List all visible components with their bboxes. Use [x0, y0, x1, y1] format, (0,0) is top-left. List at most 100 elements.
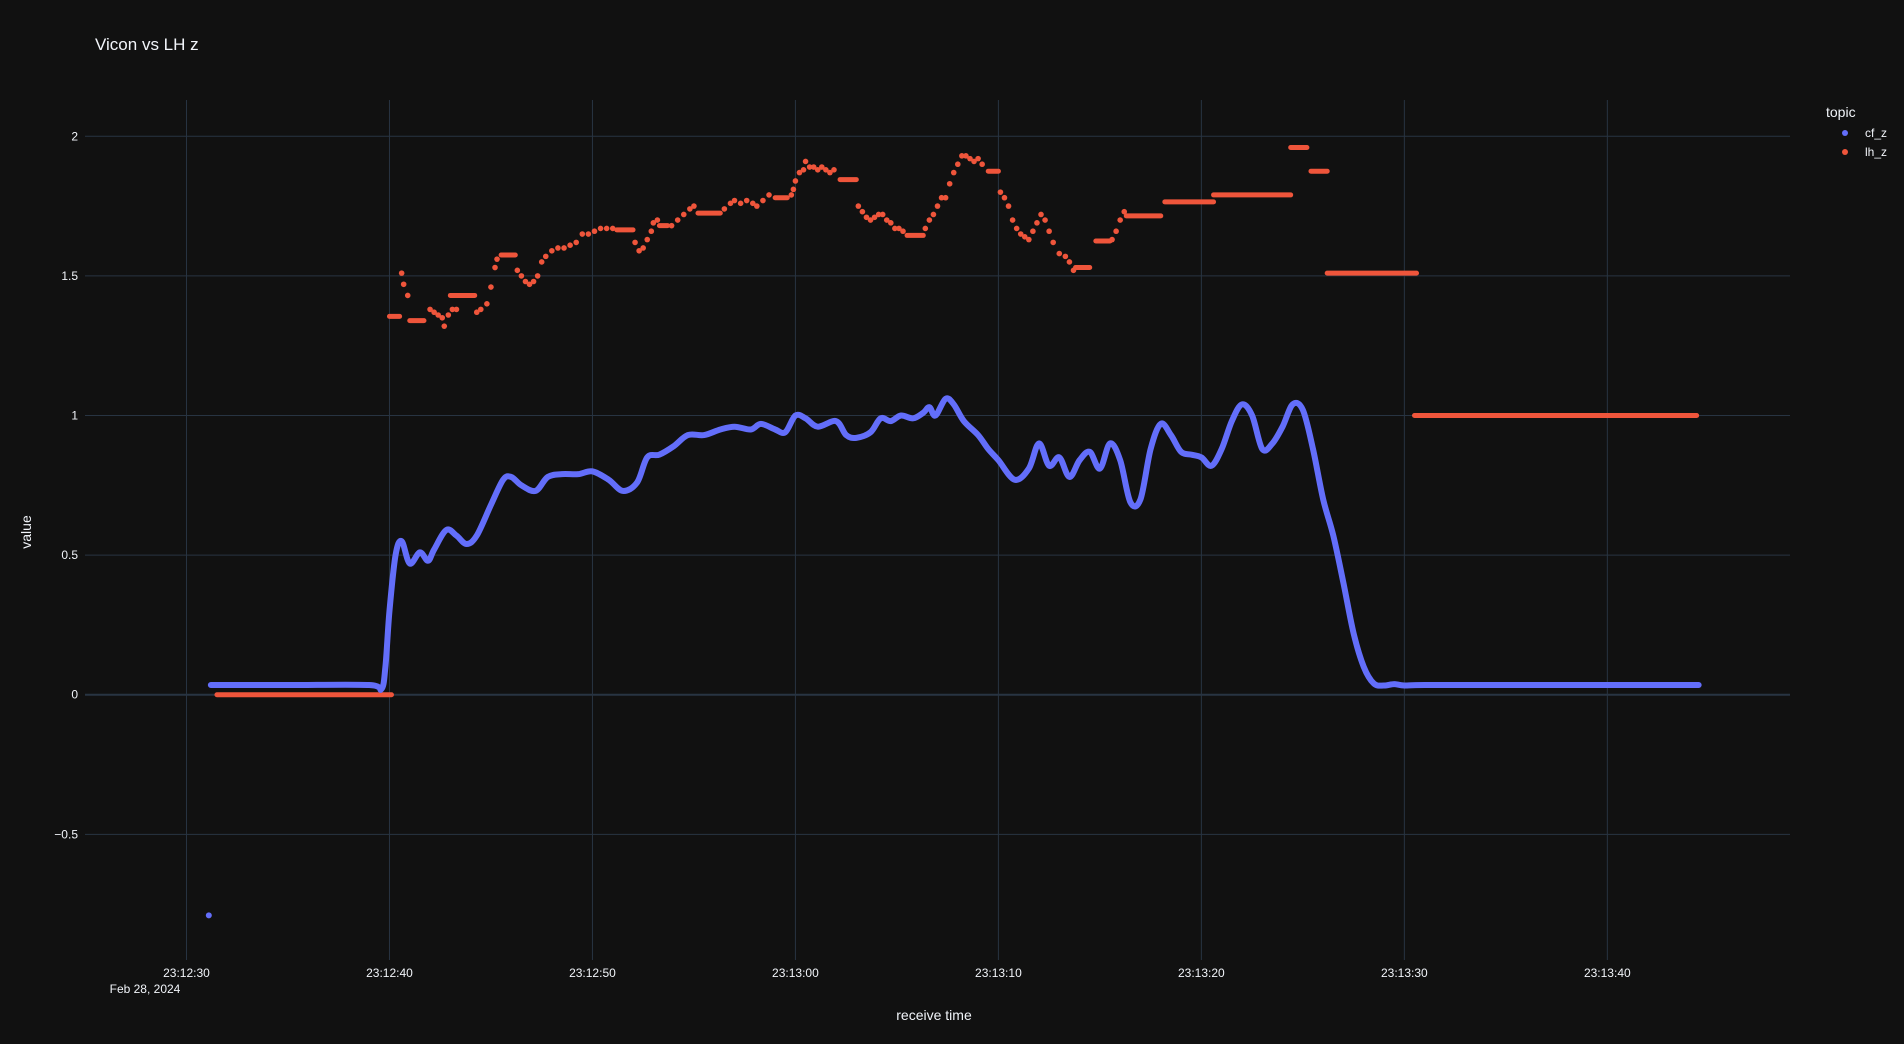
y-tick-label: 1.5	[61, 269, 78, 283]
lh-z-point	[585, 231, 592, 237]
lh-z-point	[863, 214, 870, 221]
lh-z-point	[938, 194, 945, 201]
lh-z-point	[979, 161, 985, 168]
lh-z-point	[721, 206, 728, 212]
lh-z-point	[727, 200, 734, 207]
lh-z-point	[648, 228, 655, 235]
lh-z-point	[534, 273, 541, 279]
lh-z-point	[404, 292, 411, 299]
lh-z-point	[597, 225, 604, 232]
lh-z-point	[1005, 203, 1012, 209]
lh-z-point	[792, 178, 799, 184]
legend-label-cf-z: cf_z	[1865, 126, 1887, 140]
lh-z-point	[691, 203, 697, 209]
x-axis-title: receive time	[896, 1007, 972, 1023]
lh-z-point	[1109, 236, 1115, 243]
x-axis-date-label: Feb 28, 2024	[110, 982, 181, 996]
lh-z-point	[959, 153, 965, 159]
lh-z-point	[398, 270, 405, 276]
lh-z-point	[827, 169, 833, 176]
lh-z-point	[879, 211, 886, 218]
lh-z-point	[591, 228, 598, 235]
lh-z-point	[749, 200, 756, 207]
lh-z-point	[567, 242, 573, 248]
lh-z-point	[494, 256, 500, 262]
lh-z-point	[636, 247, 642, 254]
lh-z-point	[800, 167, 807, 173]
x-tick-label: 23:12:30	[163, 966, 210, 980]
legend-marker-cf-z	[1842, 130, 1848, 136]
lh-z-point	[855, 203, 862, 209]
lh-z-point	[644, 236, 651, 243]
lh-z-point	[555, 245, 561, 251]
lh-z-point	[549, 247, 555, 254]
lh-z-point	[1066, 259, 1073, 265]
lh-z-point	[810, 164, 817, 170]
lh-z-point	[888, 220, 894, 226]
lh-z-point	[1113, 228, 1119, 235]
lh-z-point	[946, 180, 953, 187]
lh-z-point	[975, 155, 981, 162]
lh-z-point	[963, 153, 969, 159]
cf-z-trace	[207, 395, 1702, 693]
lh-z-point	[530, 278, 537, 285]
lh-z-point	[1001, 194, 1008, 201]
lh-z-point	[668, 222, 675, 229]
lh-z-point	[1056, 250, 1063, 257]
lh-z-point	[788, 192, 795, 198]
lh-z-point	[431, 309, 437, 316]
lh-z-point	[473, 309, 480, 316]
series-lh-z	[214, 144, 1700, 698]
lh-z-point	[1017, 231, 1024, 237]
y-tick-label: −0.5	[54, 827, 78, 841]
lh-z-point	[1046, 228, 1052, 235]
lh-z-point	[478, 306, 484, 313]
lh-z-point	[1009, 217, 1016, 223]
lh-z-point	[926, 217, 933, 223]
lh-z-point	[435, 312, 441, 318]
lh-z-point	[449, 306, 456, 313]
lh-z-point	[654, 217, 661, 223]
lh-z-point	[942, 194, 949, 201]
lh-z-point	[1030, 228, 1036, 235]
x-tick-label: 23:12:50	[569, 966, 616, 980]
lh-z-point	[819, 164, 825, 170]
lh-z-point	[1121, 208, 1128, 215]
lh-z-point	[871, 214, 878, 221]
lh-z-point	[488, 284, 494, 290]
y-tick-label: 1	[71, 409, 78, 423]
x-tick-label: 23:13:10	[975, 966, 1022, 980]
lh-z-point	[603, 225, 610, 232]
y-tick-label: 2	[71, 129, 78, 143]
lh-z-point	[439, 314, 446, 321]
lh-z-point	[680, 211, 687, 218]
lh-z-point	[859, 208, 866, 215]
lh-z-point	[823, 167, 829, 173]
lh-z-point	[1070, 267, 1077, 274]
lh-z-point	[760, 197, 766, 204]
lh-z-point	[814, 167, 821, 173]
legend-item-lh-z[interactable]: lh_z	[1842, 145, 1887, 159]
lh-z-point	[1117, 217, 1123, 223]
lh-z-point	[831, 167, 837, 173]
x-tick-label: 23:13:20	[1178, 966, 1225, 980]
lh-z-point	[441, 323, 448, 329]
lh-z-point	[542, 253, 549, 260]
lh-z-point	[754, 203, 760, 209]
lh-z-point	[802, 158, 809, 165]
cf-z-point	[205, 912, 212, 919]
lh-z-point	[875, 211, 882, 218]
lh-z-point	[1062, 253, 1069, 260]
lh-z-point	[632, 239, 638, 246]
plot-area	[85, 100, 1790, 960]
lh-z-point	[896, 225, 902, 232]
legend-item-cf-z[interactable]: cf_z	[1842, 126, 1887, 140]
y-axis-ticks: 2 1.5 1 0.5 0 −0.5	[54, 129, 78, 841]
lh-z-point	[650, 220, 657, 226]
lh-z-point	[997, 189, 1004, 195]
x-axis-ticks: 23:12:30 23:12:40 23:12:50 23:13:00 23:13:10…	[163, 966, 1631, 980]
lh-z-point	[954, 161, 961, 168]
lh-z-point	[561, 245, 567, 251]
legend-label-lh-z: lh_z	[1865, 145, 1887, 159]
